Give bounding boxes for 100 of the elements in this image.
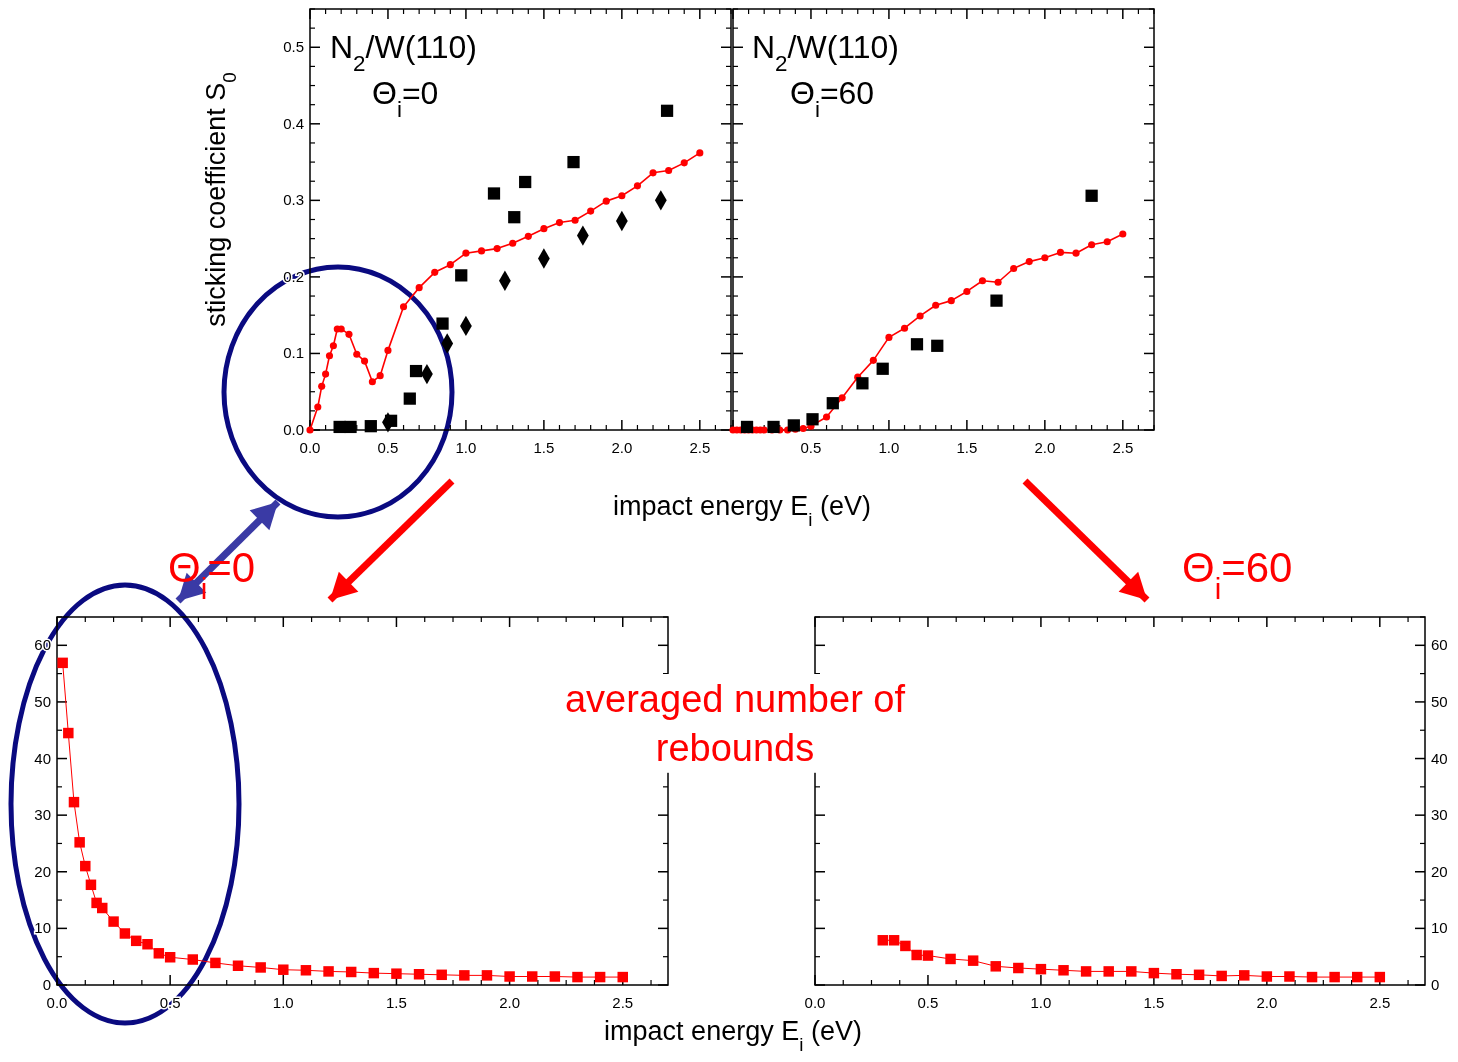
y-tick-label: 0.5 [283,38,304,56]
point [436,317,449,330]
point [323,966,334,977]
point [900,324,909,332]
y2-tick-label: 50 [1431,692,1448,710]
x-tick-label: 2.5 [1369,994,1391,1011]
point [963,287,971,296]
x-tick-label: 1.5 [1143,994,1165,1011]
point [164,952,176,963]
point [85,879,97,891]
point [409,364,423,378]
point [413,969,425,980]
point [1013,962,1024,974]
point [142,938,153,950]
point [403,392,416,405]
point [399,303,408,311]
point [63,727,74,739]
x-tick-label: 1.0 [272,994,294,1011]
point [325,352,334,360]
point [187,954,199,965]
y-tick-label: 20 [34,862,51,880]
x-tick-label: 1.0 [455,439,477,456]
point [306,426,314,434]
point [806,413,819,426]
point [509,239,517,247]
point [1351,971,1363,983]
text: Θ$_{i}$=0 [168,544,256,605]
point [446,261,454,269]
point [481,970,493,981]
point [967,955,979,966]
point [1148,967,1160,979]
point [787,419,800,432]
point [415,284,423,292]
point [1088,241,1096,249]
y-tick-label: 50 [34,692,51,710]
point [318,382,326,390]
point [1374,971,1386,983]
x-tick-label: 1.5 [956,439,978,456]
point [567,155,580,169]
point [1085,189,1098,202]
annotation: averaged number of rebounds [564,678,906,770]
x-tick-label: 2.0 [611,439,633,456]
point [838,394,846,402]
point [945,953,956,965]
point [462,249,470,257]
x-tick-label: 0.0 [299,439,321,456]
point [300,965,312,976]
y2-tick-label: 0 [1431,976,1440,993]
point [1103,966,1114,977]
point [617,971,628,983]
point [740,420,754,434]
point [376,372,384,380]
x-tick-label: 0.5 [377,439,399,456]
point [826,397,839,410]
x-tick-label: 0.5 [800,439,822,456]
point [696,149,704,157]
point [519,175,532,189]
point [368,378,376,386]
point [353,350,361,358]
x-tick-label: 1.5 [386,994,407,1011]
x-axis-title: impact energy E$_{i}$ (eV) [613,491,871,530]
point [364,420,377,433]
point [210,957,221,969]
x-tick-label: 2.0 [1256,994,1278,1011]
annotation: Θ$_{i}$=60 [790,75,875,122]
point [1072,249,1080,257]
point [68,796,80,808]
point [1216,970,1227,982]
point [526,971,538,982]
y-tick-label: 0.1 [283,344,304,362]
point [680,159,688,167]
point [572,971,583,983]
point [877,935,889,946]
point [153,948,165,959]
point [504,971,515,982]
point [1119,230,1127,238]
point [602,197,610,205]
point [108,916,119,927]
point [524,232,532,240]
point [633,182,642,190]
point [1058,965,1069,976]
point [571,216,579,224]
point [344,420,357,434]
point [665,166,673,175]
point [508,211,521,224]
point [97,902,108,914]
point [922,950,934,961]
annotation: Θ$_{i}$=0 [372,75,439,122]
point [74,837,85,848]
annotation: N$_{2}$/W(110) [752,29,899,76]
point [1025,258,1033,266]
point [990,294,1003,307]
point [436,969,447,981]
y-tick-label: 0 [42,976,51,993]
point [799,424,807,433]
point [1306,971,1318,983]
y-tick-label: 0.0 [283,421,304,438]
x-tick-label: 1.0 [1030,994,1052,1011]
point [947,297,955,305]
point [384,346,392,354]
